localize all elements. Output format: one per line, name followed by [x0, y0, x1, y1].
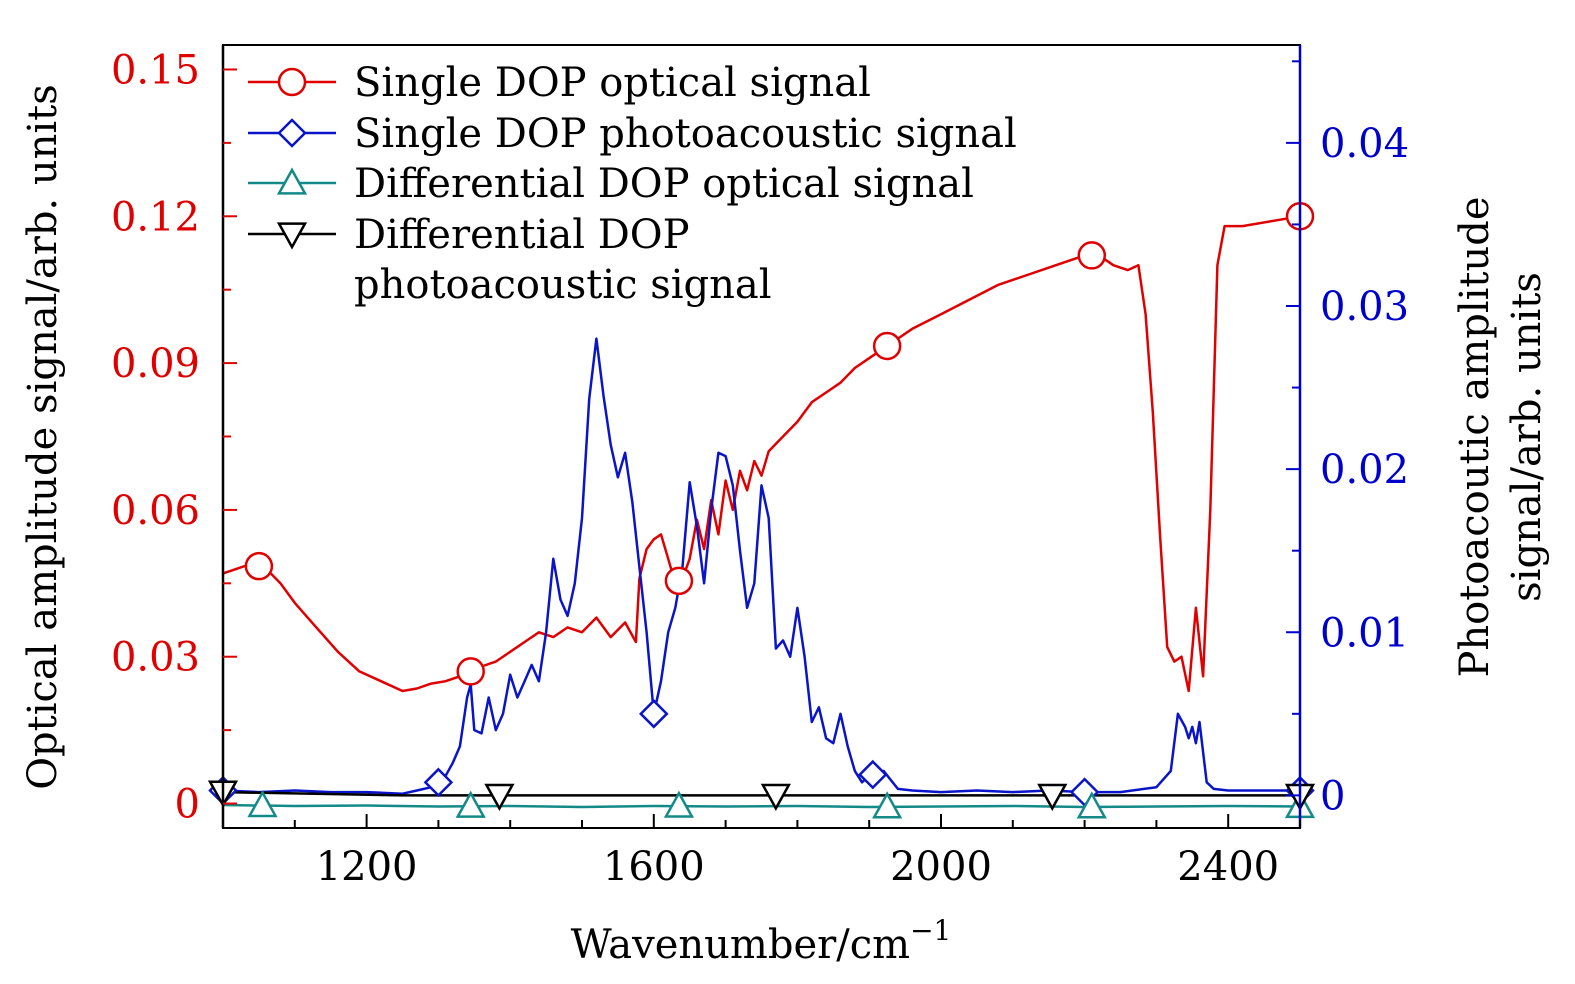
legend-label: Differential DOP optical signal — [354, 161, 974, 207]
series-3-marker — [872, 791, 903, 819]
right-axis-label-line1: Photoacoutic amplitude — [1452, 196, 1498, 677]
x-axis-label-sup: −1 — [910, 914, 951, 947]
series-layer — [207, 202, 1316, 819]
series-1-marker — [244, 551, 274, 581]
series-2-marker — [639, 699, 669, 729]
right-tick-label: 0.04 — [1320, 121, 1409, 167]
series-1-marker — [664, 566, 694, 596]
legend-label-line2: photoacoustic signal — [354, 262, 772, 308]
right-tick-label: 0.02 — [1320, 447, 1409, 493]
series-1-marker — [456, 657, 485, 686]
series-1-marker — [872, 331, 902, 361]
series-line-2 — [223, 337, 1300, 795]
legend: Single DOP optical signal Single DOP phot… — [248, 60, 1017, 308]
series-3-marker — [663, 790, 695, 818]
right-axis-label-line2: signal/arb. units — [1504, 272, 1550, 602]
right-tick-label: 0.03 — [1320, 284, 1409, 330]
right-tick-label: 0.01 — [1320, 610, 1409, 656]
left-tick-label: 0.09 — [111, 341, 200, 387]
series-1-marker — [1077, 241, 1107, 270]
x-tick-label: 2400 — [1177, 844, 1279, 890]
series-4-marker — [1037, 783, 1068, 811]
legend-marker — [277, 67, 307, 97]
legend-label: Single DOP optical signal — [354, 60, 871, 106]
legend-marker — [276, 167, 308, 195]
x-tick-label: 1200 — [316, 844, 418, 890]
left-tick-label: 0.12 — [111, 194, 200, 240]
left-tick-label: 0.15 — [111, 47, 200, 93]
legend-marker — [277, 118, 307, 148]
series-line-4 — [223, 790, 1300, 797]
x-tick-label: 2000 — [890, 844, 992, 890]
left-axis-label: Optical amplitude signal/arb. units — [20, 84, 66, 790]
series-3-marker — [455, 790, 486, 818]
left-tick-label: 0 — [175, 782, 200, 828]
legend-label: Differential DOP — [354, 212, 690, 258]
series-2-marker — [423, 767, 454, 798]
series-line-1 — [223, 215, 1300, 693]
legend-label: Single DOP photoacoustic signal — [354, 111, 1017, 157]
x-axis-label-text: Wavenumber/cm — [571, 922, 910, 968]
left-tick-label: 0.03 — [111, 635, 200, 681]
x-axis-label: Wavenumber/cm−1 — [571, 914, 952, 968]
left-tick-label: 0.06 — [111, 488, 200, 534]
x-tick-label: 1600 — [603, 844, 705, 890]
series-3-marker — [247, 789, 278, 818]
series-2-marker — [858, 759, 888, 790]
series-3-marker — [1076, 791, 1107, 819]
series-line-3 — [223, 803, 1300, 809]
series-4-marker — [760, 783, 791, 811]
series-4-marker — [484, 783, 515, 811]
right-tick-label: 0 — [1320, 773, 1345, 819]
legend-marker — [276, 222, 308, 250]
